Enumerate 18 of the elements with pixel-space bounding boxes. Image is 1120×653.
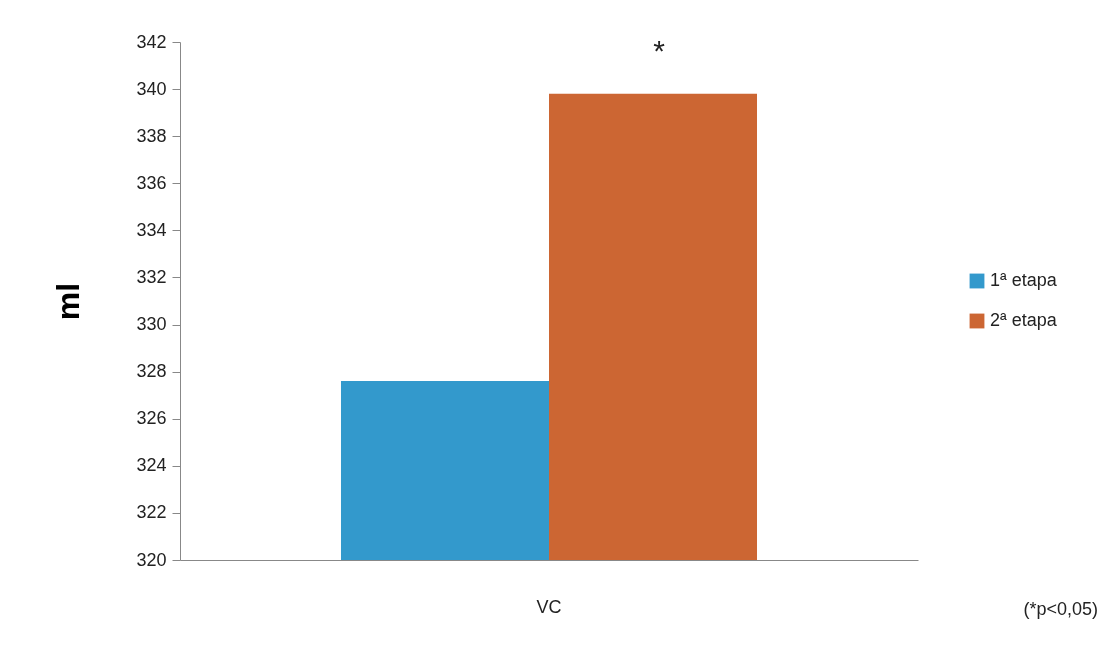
x-tick-label: VC [536,596,562,617]
legend-label: 1ª etapa [990,270,1058,290]
y-tick-label: 328 [136,361,167,382]
y-tick-label: 324 [136,455,167,476]
y-tick-label: 336 [136,172,167,193]
y-axis-title: ml [50,282,87,321]
y-tick-label: 330 [136,314,167,335]
y-tick-label: 342 [136,31,167,52]
y-tick-label: 340 [136,78,167,99]
y-tick-label: 334 [136,219,167,240]
y-tick-label: 322 [136,502,167,523]
annotation: * [653,34,666,67]
y-tick-label: 332 [136,266,167,287]
y-tick-label: 320 [136,549,167,570]
y-tick-label: 338 [136,125,167,146]
y-tick-label: 326 [136,408,167,429]
text: (*p<0,05) [1023,599,1098,619]
legend-label: 2ª etapa [990,310,1058,330]
